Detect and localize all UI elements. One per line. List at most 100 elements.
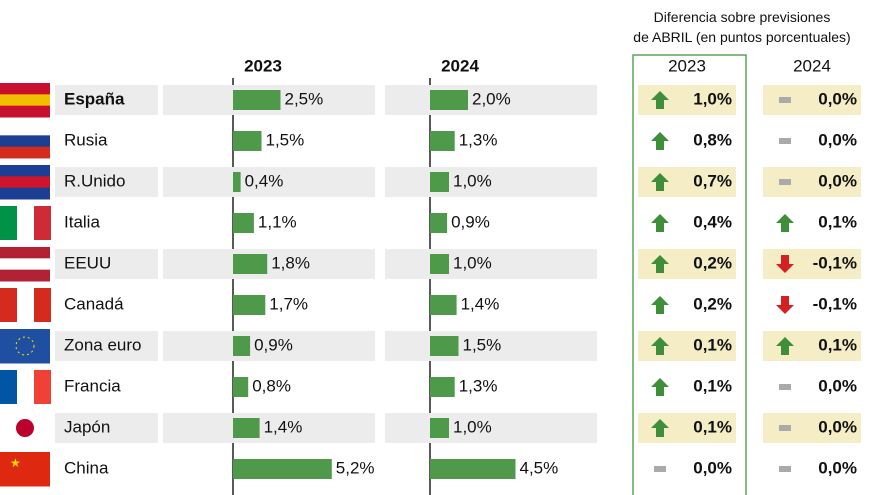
- value-label: 1,3%: [459, 130, 498, 149]
- diff-label: 0,0%: [818, 417, 857, 436]
- flag-stripe: [34, 288, 51, 322]
- flag-stripe: [0, 269, 50, 282]
- bar: [430, 131, 455, 151]
- diff-label: 0,1%: [693, 417, 732, 436]
- column-header: 2024: [793, 56, 831, 75]
- flag-stripe: [0, 474, 50, 487]
- diff-label: 0,4%: [693, 212, 732, 231]
- flag-stripe: [17, 288, 34, 322]
- flag-stripe: [0, 370, 17, 404]
- bar: [233, 254, 268, 274]
- flag-stripe: [0, 206, 17, 240]
- bar: [430, 418, 449, 438]
- up-arrow: [651, 296, 669, 314]
- no-change: [779, 425, 791, 431]
- diff-label: 0,7%: [693, 171, 732, 190]
- down-arrow: [776, 296, 794, 314]
- flag-stripe: [0, 247, 50, 259]
- value-label: 1,0%: [453, 171, 492, 190]
- bar: [430, 336, 459, 356]
- bar: [430, 254, 449, 274]
- diff-label: 0,1%: [693, 335, 732, 354]
- value-label: 1,0%: [453, 417, 492, 436]
- diff-label: 0,8%: [693, 130, 732, 149]
- bar: [430, 295, 457, 315]
- flag-stripe: [0, 105, 50, 118]
- diff-label: 0,0%: [818, 171, 857, 190]
- flag-stripe: [0, 288, 17, 322]
- up-arrow: [651, 214, 669, 232]
- flag-stripe: [0, 94, 50, 107]
- up-arrow: [776, 214, 794, 232]
- flag-stripe: [0, 258, 50, 271]
- diff-label: 1,0%: [693, 89, 732, 108]
- country-label: Francia: [64, 376, 121, 395]
- flag-stripe: [17, 370, 34, 404]
- flag: [0, 206, 51, 240]
- flag-stripe: [0, 135, 50, 148]
- bar: [233, 418, 260, 438]
- flag-stripe: [0, 463, 50, 476]
- highlight-box: [632, 54, 747, 495]
- value-label: 1,4%: [264, 417, 303, 436]
- flag-stripe: [34, 411, 51, 445]
- diff-header: Diferencia sobre previsiones de ABRIL (en…: [633, 9, 850, 45]
- row-bg: [385, 413, 597, 443]
- no-change: [779, 138, 791, 144]
- row-bg: [163, 413, 375, 443]
- bar: [430, 459, 516, 479]
- flag: [0, 124, 50, 159]
- up-arrow: [651, 419, 669, 437]
- country-label: R.Unido: [64, 171, 125, 190]
- flag-stars: [15, 336, 35, 356]
- row-bg: [55, 331, 158, 361]
- bar: [430, 90, 468, 110]
- flag-stripe: [0, 351, 50, 364]
- up-arrow: [651, 255, 669, 273]
- up-arrow: [651, 132, 669, 150]
- diff-label: 0,1%: [693, 376, 732, 395]
- row-bg: [55, 167, 158, 197]
- flag-stripe: [0, 340, 50, 353]
- value-label: 1,4%: [461, 294, 500, 313]
- value-label: 0,8%: [252, 376, 291, 395]
- flag: [0, 247, 50, 282]
- bar: [430, 172, 449, 192]
- country-label: Japón: [64, 417, 110, 436]
- diff-label: -0,1%: [813, 294, 857, 313]
- bar: [430, 213, 448, 233]
- no-change: [779, 179, 791, 185]
- flag-stripe: [17, 206, 34, 240]
- diff-label: 0,2%: [693, 253, 732, 272]
- value-label: 0,9%: [451, 212, 490, 231]
- row-bg: [385, 167, 597, 197]
- value-label: 2,0%: [472, 89, 511, 108]
- flag-star: ★: [10, 456, 21, 470]
- no-change: [779, 466, 791, 472]
- flag-stripe: [34, 370, 51, 404]
- flag-stripe: [0, 146, 50, 159]
- bar: [233, 295, 266, 315]
- value-label: 1,8%: [271, 253, 310, 272]
- value-label: 1,0%: [453, 253, 492, 272]
- down-arrow: [776, 255, 794, 273]
- row-bg: [55, 249, 158, 279]
- value-label: 5,2%: [336, 458, 375, 477]
- bar: [233, 377, 249, 397]
- value-label: 1,5%: [266, 130, 305, 149]
- bar: [233, 336, 251, 356]
- up-arrow: [651, 173, 669, 191]
- bar: [233, 172, 241, 192]
- row-bg: [385, 331, 597, 361]
- diff-label: 0,1%: [818, 335, 857, 354]
- row-bg: [385, 249, 597, 279]
- flag-stripe: [0, 411, 17, 445]
- diff-label: 0,0%: [818, 376, 857, 395]
- row-bg: [163, 331, 375, 361]
- diff-label: 0,0%: [818, 89, 857, 108]
- bar: [233, 90, 281, 110]
- country-label: Canadá: [64, 294, 124, 313]
- value-label: 1,1%: [258, 212, 297, 231]
- column-header: 2024: [441, 56, 479, 75]
- value-label: 1,3%: [459, 376, 498, 395]
